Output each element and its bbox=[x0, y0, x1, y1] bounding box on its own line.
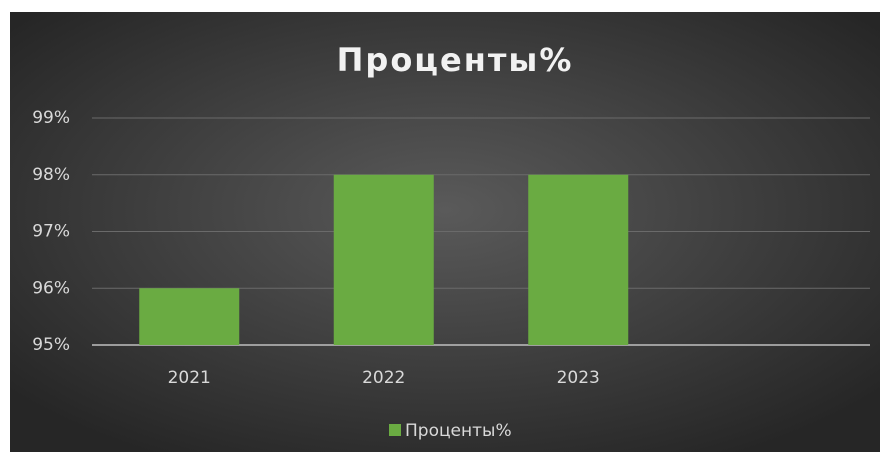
y-tick-label: 97% bbox=[32, 222, 70, 242]
legend-swatch bbox=[389, 424, 401, 436]
legend-label: Проценты% bbox=[405, 421, 512, 441]
x-tick-label: 2022 bbox=[362, 368, 405, 388]
y-tick-label: 98% bbox=[32, 165, 70, 185]
bar bbox=[528, 174, 629, 345]
y-tick-label: 96% bbox=[32, 278, 70, 298]
y-tick-label: 99% bbox=[32, 108, 70, 128]
bar bbox=[139, 288, 240, 345]
x-tick-label: 2021 bbox=[168, 368, 211, 388]
x-tick-label: 2023 bbox=[557, 368, 600, 388]
bar bbox=[333, 174, 434, 345]
chart-title: Проценты% bbox=[337, 41, 574, 79]
y-tick-label: 95% bbox=[32, 335, 70, 355]
